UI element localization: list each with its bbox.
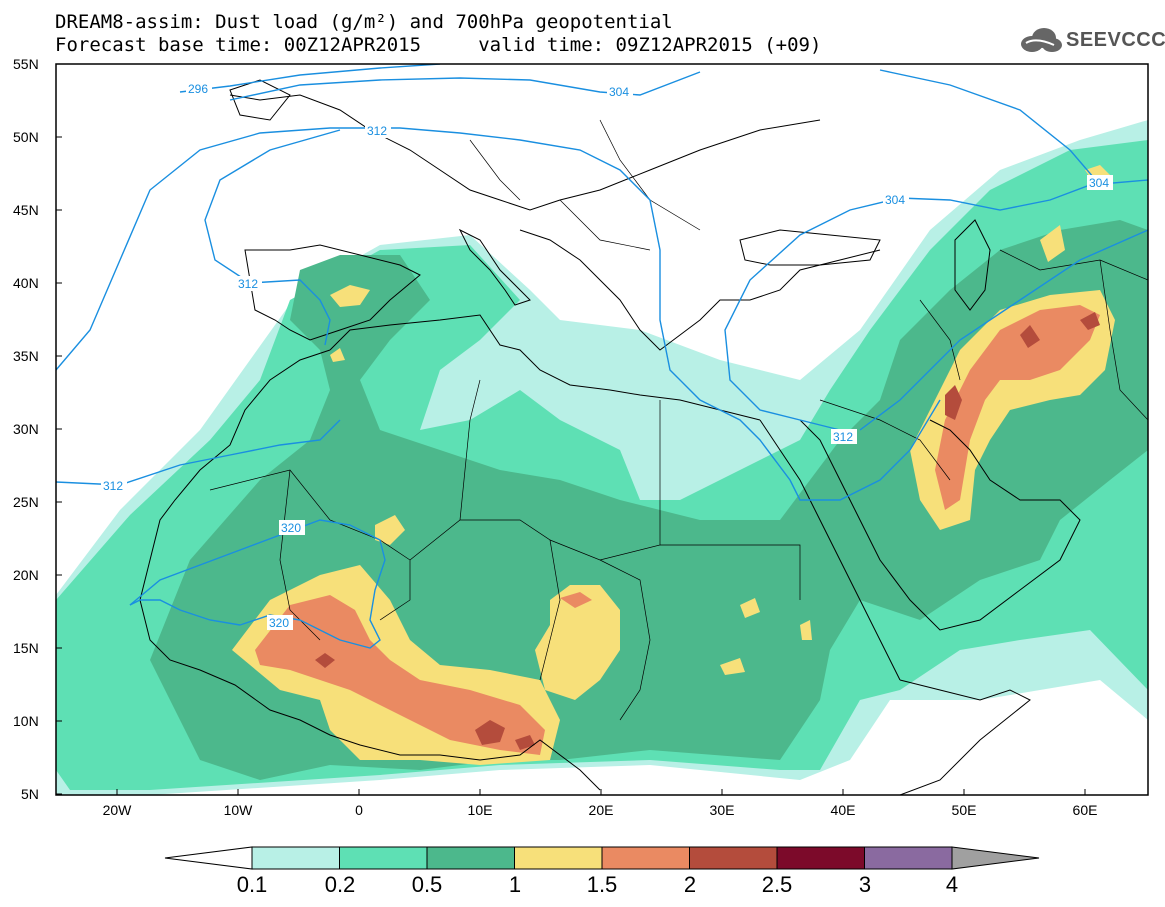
lon-label: 30E (710, 802, 735, 818)
contour-label: 312 (238, 277, 258, 291)
latitude-labels: 55N 50N 45N 40N 35N 30N 25N 20N 15N 10N … (13, 56, 39, 802)
lat-label: 35N (13, 348, 39, 364)
colorbar-swatch (251, 846, 340, 870)
contour-label: 320 (281, 521, 301, 535)
colorbar-label: 0.5 (411, 872, 443, 897)
contour-304-mid (859, 229, 1148, 431)
contour-312-inner (204, 129, 341, 346)
lon-label: 10E (468, 802, 493, 818)
contour-label: 320 (269, 616, 289, 630)
contour-320-upper (129, 519, 386, 649)
lat-label: 50N (13, 129, 39, 145)
seevccc-logo: SEEVCCC (1018, 25, 1165, 55)
colorbar-swatch (339, 846, 428, 870)
colorbar-over-arrow (951, 846, 1040, 870)
longitude-labels: 20W 10W 0 10E 20E 30E 40E 50E 60E (103, 802, 1098, 818)
colorbar-label: 4 (945, 872, 959, 897)
map-title: DREAM8-assim: Dust load (g/m²) and 700hP… (55, 11, 673, 33)
colorbar-label: 0.1 (236, 872, 268, 897)
contour-label: 312 (833, 430, 853, 444)
coast-arabia (799, 419, 1081, 631)
colorbar-swatch (426, 846, 515, 870)
lon-label: 0 (355, 802, 363, 818)
colorbar-swatch (514, 846, 603, 870)
contour-304-east (724, 179, 1148, 431)
colorbar-swatch (864, 846, 953, 870)
dust-fields (56, 64, 1148, 795)
lat-label: 40N (13, 275, 39, 291)
lat-label: 30N (13, 421, 39, 437)
contour-296 (179, 64, 441, 93)
coast-horn-africa (899, 679, 1031, 795)
contour-304-ne (879, 69, 1101, 186)
coast-europe-north (229, 94, 821, 211)
lat-label: 25N (13, 494, 39, 510)
coast-red-sea (759, 419, 901, 681)
contour-labels: 296 304 312 312 304 304 312 320 320 312 (101, 81, 1113, 630)
colorbar-swatch (601, 846, 690, 870)
lon-label: 60E (1073, 802, 1098, 818)
colorbar-swatch (776, 846, 865, 870)
lon-label: 20W (103, 802, 133, 818)
logo-text: SEEVCCC (1066, 29, 1165, 51)
colorbar (164, 846, 1040, 870)
lat-label: 20N (13, 567, 39, 583)
lon-label: 40E (831, 802, 856, 818)
lat-label: 5N (21, 786, 39, 802)
contour-320-lower (129, 599, 241, 626)
lat-label: 55N (13, 56, 39, 72)
coast-west-africa (139, 349, 601, 791)
contour-304-north (229, 71, 701, 101)
lon-label: 10W (224, 802, 254, 818)
contour-label: 304 (1089, 176, 1109, 190)
coast-iberia (244, 244, 421, 341)
lon-label: 20E (589, 802, 614, 818)
longitude-axis (116, 789, 1086, 795)
dust-field-1.5-sahel (255, 595, 545, 755)
dust-field-1.5-patches (560, 592, 592, 608)
lon-label: 50E (952, 802, 977, 818)
colorbar-label: 1.5 (586, 872, 618, 897)
contour-label: 304 (885, 193, 905, 207)
colorbar-label: 0.2 (324, 872, 356, 897)
colorbar-under-arrow (164, 846, 253, 870)
coast-italy (458, 228, 531, 306)
colorbar-label: 1 (508, 872, 522, 897)
latitude-axis (56, 63, 62, 795)
lat-label: 10N (13, 713, 39, 729)
coast-balkans (519, 229, 881, 351)
coast-black-sea (739, 229, 881, 266)
colorbar-swatch (689, 846, 778, 870)
forecast-time-subtitle: Forecast base time: 00Z12APR2015 valid t… (55, 34, 822, 56)
colorbar-label: 2 (683, 872, 697, 897)
lat-label: 15N (13, 640, 39, 656)
coast-north-africa (329, 314, 761, 421)
coast-caspian (954, 219, 991, 311)
geopotential-contours (56, 64, 1148, 649)
colorbar-label: 2.5 (761, 872, 793, 897)
cloud-logo-icon (1021, 28, 1062, 52)
dust-field-1.5-iran (935, 305, 1100, 510)
coastlines (139, 79, 1081, 795)
contour-312-west (56, 127, 941, 501)
contour-label: 296 (188, 82, 208, 96)
lat-label: 45N (13, 202, 39, 218)
colorbar-label: 3 (858, 872, 872, 897)
contour-label: 312 (103, 479, 123, 493)
contour-label: 304 (609, 85, 629, 99)
contour-label: 312 (367, 124, 387, 138)
